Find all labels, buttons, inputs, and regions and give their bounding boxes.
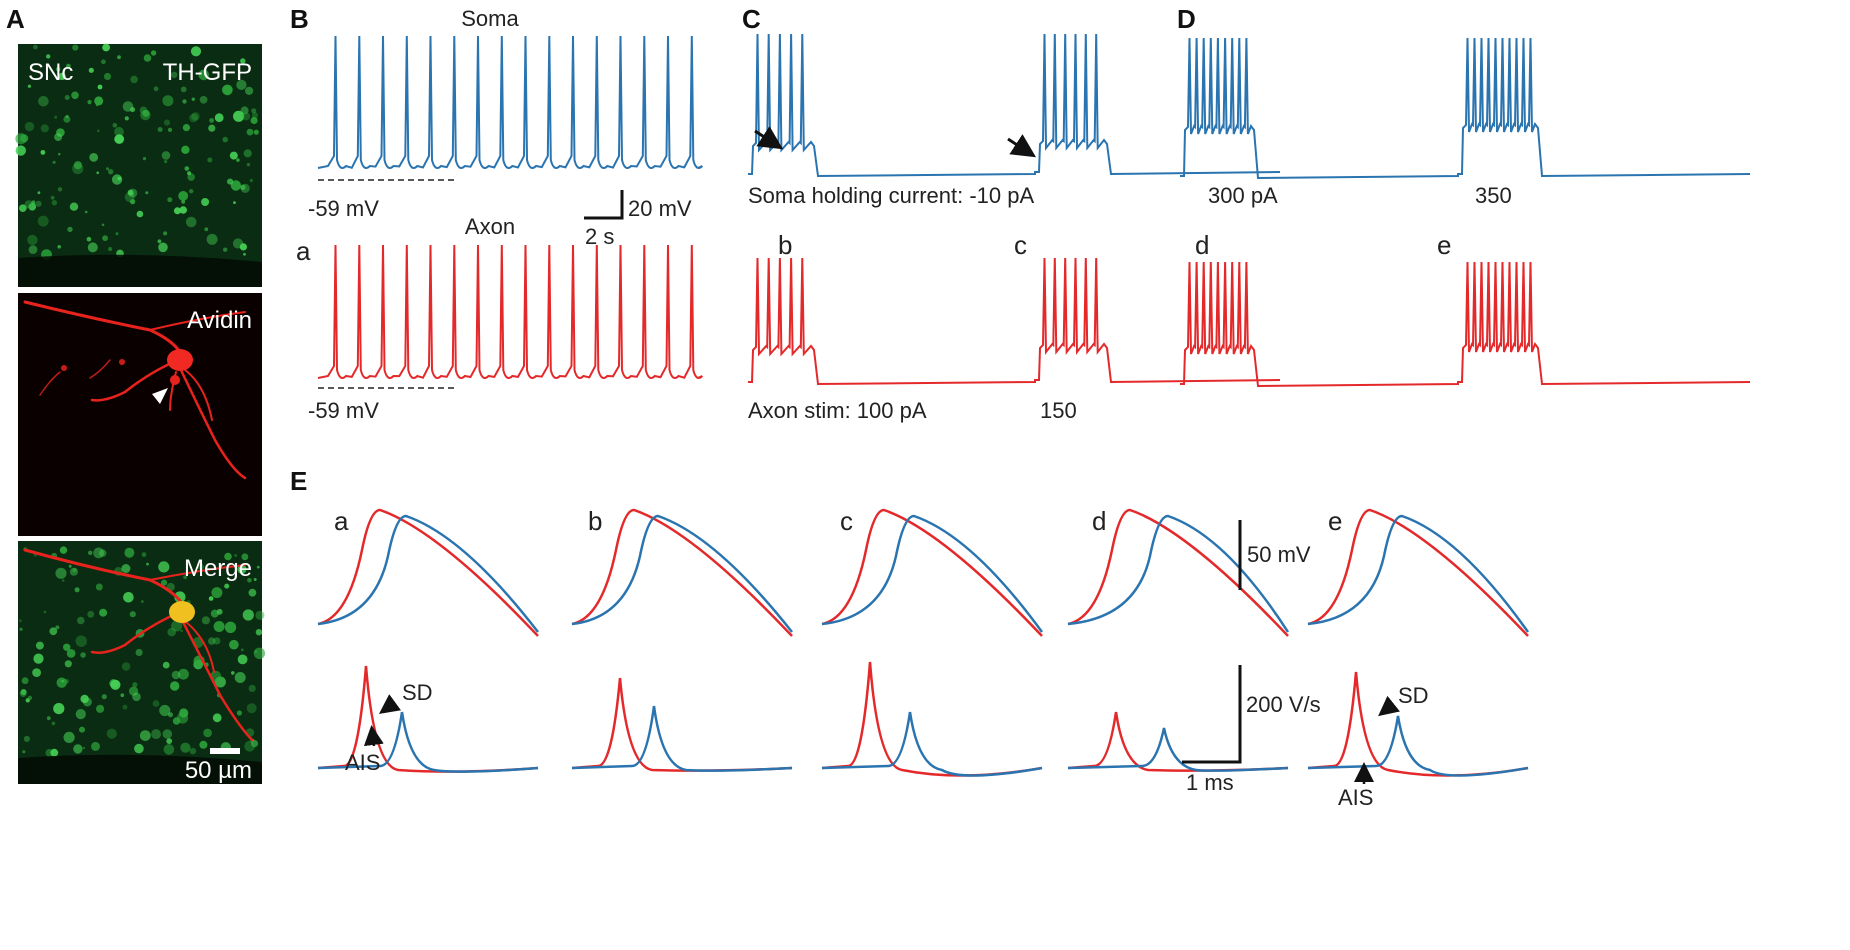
subpanel-label-c: c xyxy=(840,506,853,536)
axon-title: Axon xyxy=(465,214,515,239)
trace-label-d: d xyxy=(1195,230,1209,260)
soma-trace xyxy=(1180,37,1751,180)
panel-b-letter: B xyxy=(290,4,309,34)
soma-holding-caption: Soma holding current: -10 pA xyxy=(748,183,1034,208)
trace-label-a: a xyxy=(296,236,311,266)
axon-spike-waveform xyxy=(821,508,1043,637)
soma-rest-potential: -59 mV xyxy=(308,196,379,221)
soma-dvdt-trace xyxy=(1307,715,1529,777)
axon-rest-potential: -59 mV xyxy=(308,398,379,423)
image-th-gfp: SNc TH-GFP xyxy=(15,43,262,287)
panel-c-letter: C xyxy=(742,4,761,34)
arrow-icon xyxy=(378,694,402,714)
axon-trace xyxy=(317,244,704,379)
soma-spike-waveform xyxy=(1307,514,1530,633)
ais-label-e: AIS xyxy=(1338,785,1373,810)
axon-stim-caption: Axon stim: 100 pA xyxy=(748,398,927,423)
panel-d-letter: D xyxy=(1177,4,1196,34)
soma-trace xyxy=(748,33,1281,178)
axon-trace xyxy=(1180,261,1751,388)
ais-label: AIS xyxy=(345,750,380,775)
image-merge: Merge 50 µm xyxy=(18,541,266,784)
axon-spike-waveform xyxy=(317,508,539,637)
soma-dvdt-trace xyxy=(1067,727,1289,772)
soma-current-right: 350 xyxy=(1475,183,1512,208)
soma-title: Soma xyxy=(461,6,519,31)
soma-spike-waveform xyxy=(571,514,793,633)
subpanel-label-e: e xyxy=(1328,506,1342,536)
panel-e-letter: E xyxy=(290,466,307,496)
image-label-merge: Merge xyxy=(184,555,252,582)
axon-dvdt-trace xyxy=(1067,711,1289,772)
axon-dvdt-trace xyxy=(821,661,1043,777)
soma-spike-waveform xyxy=(317,514,539,633)
trace-label-e: e xyxy=(1437,230,1451,260)
axon-trace xyxy=(748,257,1281,386)
soma-dvdt-trace xyxy=(821,711,1043,777)
scale-1ms-label: 1 ms xyxy=(1186,770,1234,795)
scale-bar-time: 2 s xyxy=(585,224,614,249)
arrow-icon xyxy=(363,725,384,747)
sd-label-e: SD xyxy=(1398,683,1429,708)
subpanel-label-a: a xyxy=(334,506,349,536)
trace-label-b: b xyxy=(778,230,792,260)
arrow-icon xyxy=(754,126,784,150)
soma-spike-waveform xyxy=(1067,514,1290,633)
soma-trace xyxy=(317,35,704,170)
trace-label-c: c xyxy=(1014,230,1027,260)
scale-bar-voltage: 20 mV xyxy=(628,196,692,221)
axon-stim-caption-2: 150 xyxy=(1040,398,1077,423)
scale-bar xyxy=(210,748,240,754)
axon-spike-waveform xyxy=(1307,508,1529,637)
image-label-snc: SNc xyxy=(28,59,73,86)
scale-200vs-label: 200 V/s xyxy=(1246,692,1321,717)
soma-dvdt-trace xyxy=(317,711,539,773)
soma-current-left: 300 pA xyxy=(1208,183,1278,208)
panel-a-letter: A xyxy=(6,4,25,34)
scale-bar-e-dvdt xyxy=(1182,665,1242,764)
axon-spike-waveform xyxy=(1067,508,1289,637)
soma-spike-waveform xyxy=(821,514,1044,633)
axon-spike-waveform xyxy=(571,508,793,637)
arrow-icon xyxy=(1378,695,1400,717)
arrowhead-icon xyxy=(152,388,168,404)
scale-bar-label: 50 µm xyxy=(185,757,252,784)
subpanel-label-b: b xyxy=(588,506,602,536)
sd-label: SD xyxy=(402,680,433,705)
image-label-avidin: Avidin xyxy=(187,307,252,334)
arrow-icon xyxy=(1007,134,1037,158)
scale-50mv-label: 50 mV xyxy=(1247,542,1311,567)
axon-dvdt-trace xyxy=(571,677,793,772)
scale-bar-b xyxy=(584,190,624,220)
image-label-th-gfp: TH-GFP xyxy=(163,59,252,86)
image-avidin: Avidin xyxy=(18,293,262,536)
soma-dvdt-trace xyxy=(571,705,793,772)
subpanel-label-d: d xyxy=(1092,506,1106,536)
